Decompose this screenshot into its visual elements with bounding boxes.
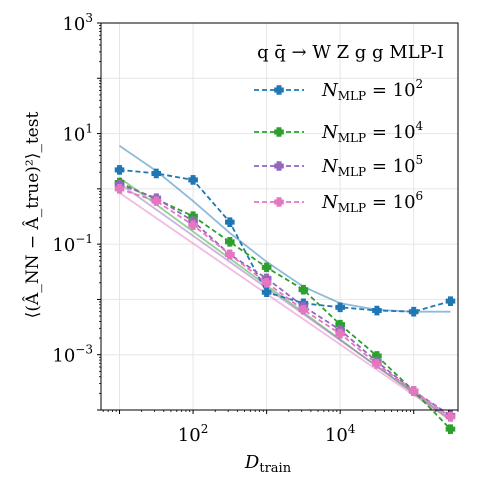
x-axis-label: Dtrain bbox=[244, 452, 292, 476]
x-tick-label: 102 bbox=[178, 422, 209, 446]
legend-marker bbox=[274, 161, 284, 171]
axis-ticks: 102 104 10−3 10−1 101 103 bbox=[52, 11, 459, 446]
data-point bbox=[298, 304, 309, 315]
data-point bbox=[445, 412, 456, 422]
plot-frame bbox=[100, 22, 459, 411]
series-line bbox=[119, 169, 451, 313]
data-point bbox=[225, 237, 235, 247]
series-line bbox=[119, 188, 452, 418]
y-axis-label: ⟨(Â_NN − Â_true)²⟩_test bbox=[22, 112, 43, 319]
data-point bbox=[408, 306, 419, 317]
legend-marker bbox=[274, 85, 284, 95]
fit-line bbox=[118, 182, 452, 420]
data-point bbox=[114, 184, 125, 194]
data-point bbox=[335, 328, 345, 339]
data-point bbox=[188, 220, 198, 231]
legend: q q̄ → W Z g g MLP-I NMLP = 102 NMLP = 10… bbox=[254, 42, 444, 215]
data-point bbox=[298, 284, 309, 295]
y-tick-label: 10−1 bbox=[52, 232, 93, 256]
fit-line bbox=[118, 192, 452, 422]
data-point bbox=[114, 165, 125, 175]
legend-label: NMLP = 104 bbox=[321, 119, 424, 145]
data-point bbox=[445, 296, 456, 306]
data-point bbox=[225, 249, 235, 260]
data-point bbox=[335, 302, 345, 313]
data-point bbox=[372, 305, 382, 316]
legend-title: q q̄ → W Z g g MLP-I bbox=[257, 42, 444, 63]
x-tick-label: 104 bbox=[325, 422, 356, 446]
y-tick-label: 10−3 bbox=[52, 343, 93, 367]
data-point bbox=[445, 424, 456, 434]
data-point bbox=[261, 262, 272, 273]
data-point bbox=[151, 196, 162, 206]
data-point bbox=[261, 277, 272, 288]
data-point bbox=[408, 386, 419, 396]
y-tick-label: 103 bbox=[62, 11, 93, 35]
y-tick-label: 101 bbox=[62, 122, 93, 146]
legend-marker bbox=[274, 197, 284, 207]
series-lines bbox=[114, 165, 456, 434]
series-line bbox=[119, 181, 452, 430]
data-point bbox=[151, 168, 162, 179]
legend-label: NMLP = 106 bbox=[321, 189, 423, 215]
legend-label: NMLP = 105 bbox=[321, 153, 423, 179]
legend-label: NMLP = 102 bbox=[321, 77, 423, 103]
data-point bbox=[261, 287, 272, 298]
data-point bbox=[225, 217, 235, 227]
data-point bbox=[372, 359, 382, 369]
legend-marker bbox=[274, 127, 284, 137]
data-point bbox=[188, 175, 198, 185]
series-line bbox=[119, 183, 451, 417]
